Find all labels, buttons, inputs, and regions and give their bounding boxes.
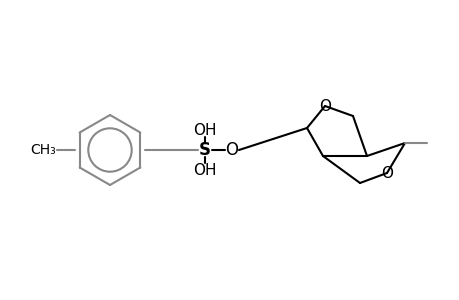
Text: S: S bbox=[199, 141, 211, 159]
Text: O: O bbox=[225, 141, 238, 159]
Text: O: O bbox=[380, 166, 392, 181]
Text: OH: OH bbox=[193, 163, 216, 178]
Text: O: O bbox=[318, 98, 330, 113]
Text: OH: OH bbox=[193, 122, 216, 137]
Text: CH₃: CH₃ bbox=[30, 143, 56, 157]
